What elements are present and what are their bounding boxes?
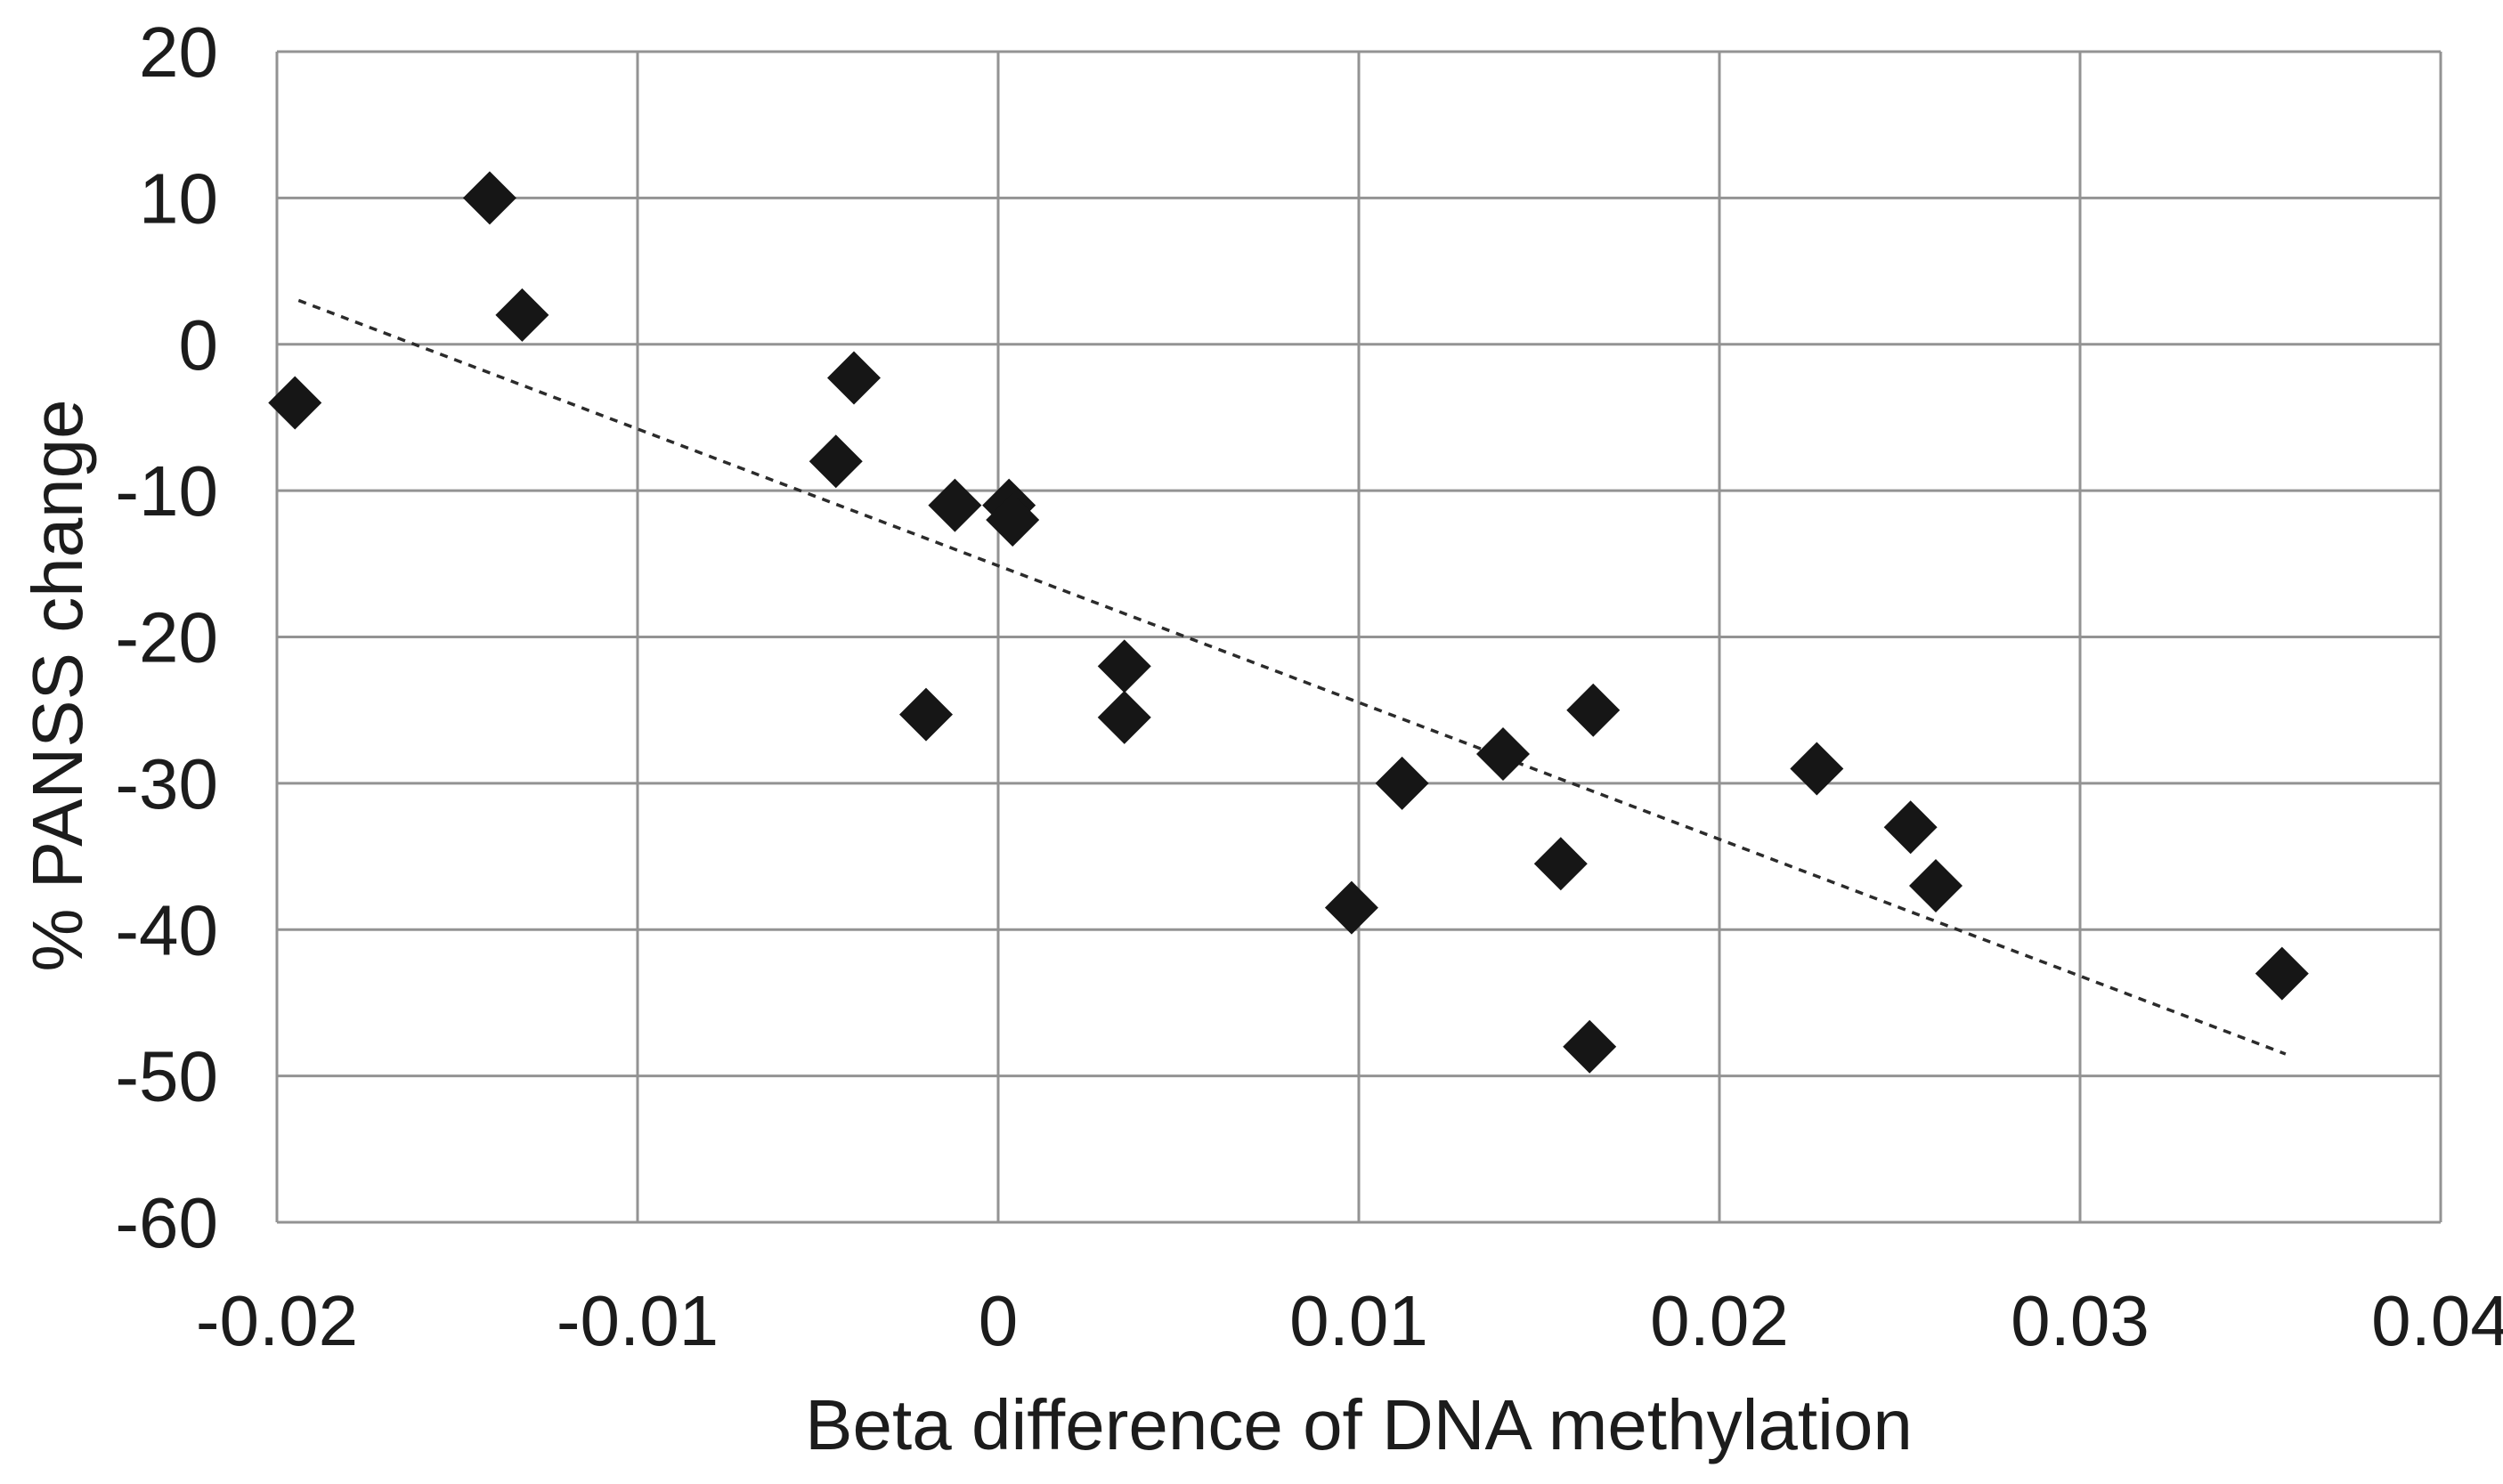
data-point xyxy=(899,687,953,742)
data-point xyxy=(1790,742,1844,796)
x-axis-tick-labels: -0.02 -0.01 0 0.01 0.02 0.03 0.04 xyxy=(196,1281,2503,1360)
data-point xyxy=(1375,756,1429,810)
data-point xyxy=(462,171,516,225)
y-tick-label: -20 xyxy=(115,598,218,677)
data-point xyxy=(1909,858,1963,912)
y-axis-title: % PANSS change xyxy=(18,399,97,971)
y-tick-label: 0 xyxy=(179,305,219,385)
data-point xyxy=(1097,690,1151,744)
data-point xyxy=(809,434,863,489)
data-points xyxy=(268,171,2309,1074)
x-tick-label: 0 xyxy=(979,1281,1019,1360)
y-tick-label: 20 xyxy=(139,12,218,92)
data-point xyxy=(1566,683,1621,737)
gridlines xyxy=(275,50,2442,1224)
data-point xyxy=(2255,946,2309,1001)
x-tick-label: 0.03 xyxy=(2011,1281,2149,1360)
trendline xyxy=(297,298,2287,1056)
x-tick-label: -0.01 xyxy=(557,1281,719,1360)
data-point xyxy=(1324,880,1378,935)
x-tick-label: -0.02 xyxy=(196,1281,358,1360)
data-point xyxy=(495,288,549,342)
data-point xyxy=(1097,639,1151,693)
data-point xyxy=(1563,1019,1617,1074)
y-tick-label: -10 xyxy=(115,451,218,531)
data-point xyxy=(986,493,1040,547)
y-tick-label: -50 xyxy=(115,1037,218,1116)
y-axis-tick-labels: 20 10 0 -10 -20 -30 -40 -50 -60 xyxy=(115,12,218,1262)
y-tick-label: -40 xyxy=(115,890,218,969)
y-tick-label: -60 xyxy=(115,1183,218,1262)
data-point xyxy=(268,376,322,430)
x-tick-label: 0.01 xyxy=(1289,1281,1428,1360)
data-point xyxy=(1883,800,1938,855)
x-axis-title: Beta difference of DNA methylation xyxy=(805,1385,1913,1464)
data-point xyxy=(1476,727,1530,781)
data-point xyxy=(1533,837,1588,891)
x-tick-label: 0.04 xyxy=(2371,1281,2503,1360)
y-tick-label: -30 xyxy=(115,744,218,823)
x-tick-label: 0.02 xyxy=(1650,1281,1789,1360)
y-tick-label: 10 xyxy=(139,158,218,238)
data-point xyxy=(928,478,982,532)
data-point xyxy=(827,351,881,405)
